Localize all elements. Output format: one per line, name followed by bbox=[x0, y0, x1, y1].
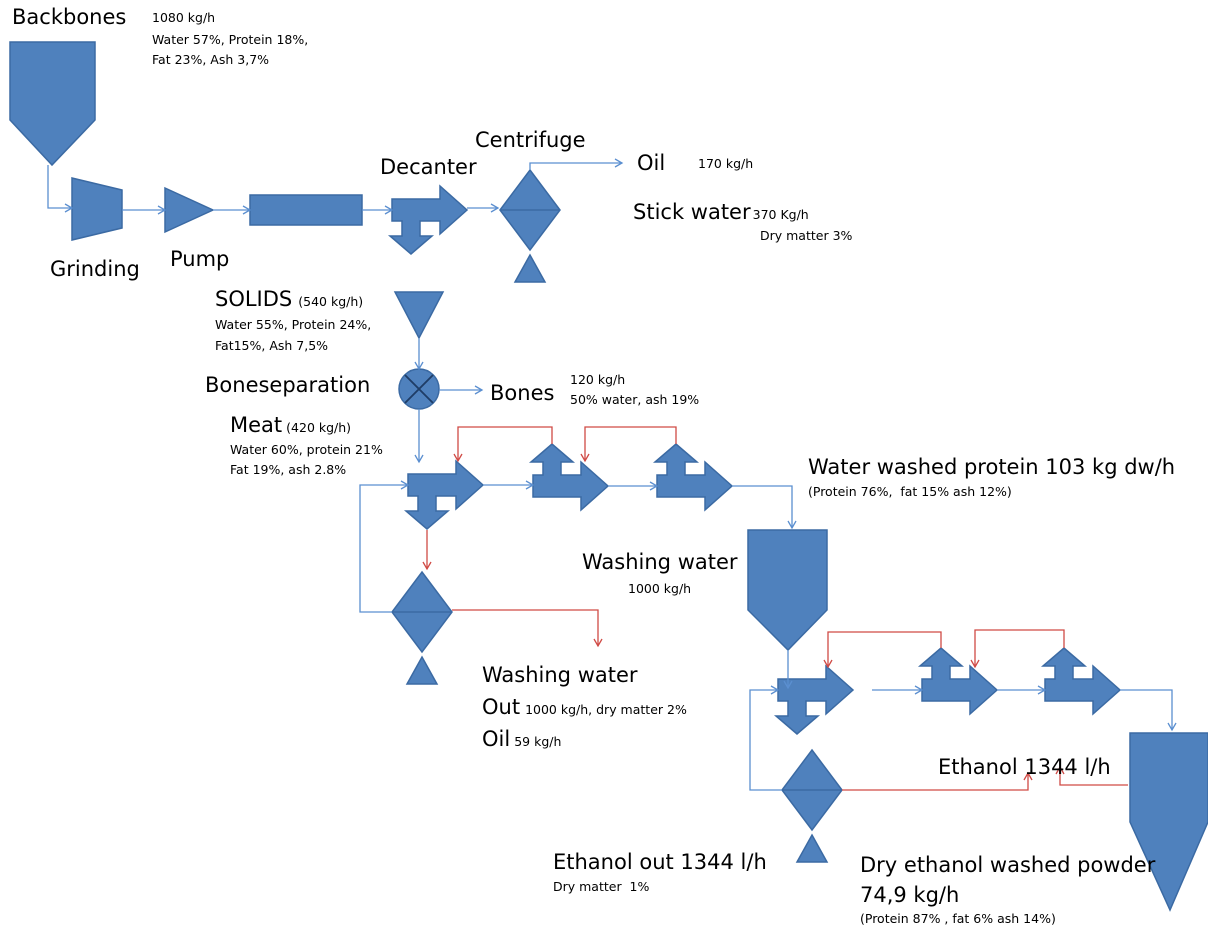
washer bbox=[530, 443, 609, 511]
label: Water washed protein 103 kg dw/h bbox=[808, 455, 1175, 479]
composition: Fat15%, Ash 7,5% bbox=[215, 338, 328, 353]
composition: Dry matter 3% bbox=[760, 228, 853, 243]
label-line: SOLIDS (540 kg/h) bbox=[215, 287, 363, 311]
label-line: Stick water 370 Kg/h bbox=[633, 200, 809, 224]
label: SOLIDS bbox=[215, 287, 292, 311]
label: Backbones bbox=[12, 5, 126, 29]
label: Ethanol 1344 l/h bbox=[938, 755, 1111, 779]
washer bbox=[405, 460, 484, 530]
grinder bbox=[71, 177, 123, 241]
flow: 170 kg/h bbox=[698, 156, 753, 171]
flow: 370 Kg/h bbox=[753, 207, 809, 222]
label-line: Meat (420 kg/h) bbox=[230, 413, 351, 437]
centrifuge bbox=[499, 169, 561, 283]
flow: 74,9 kg/h bbox=[860, 883, 959, 907]
label: Dry ethanol washed powder bbox=[860, 853, 1156, 877]
flow: (420 kg/h) bbox=[286, 420, 351, 435]
label-line: Oil 59 kg/h bbox=[482, 727, 561, 751]
hopper bbox=[747, 529, 828, 652]
label: Centrifuge bbox=[475, 128, 586, 152]
label-line: Out 1000 kg/h, dry matter 2% bbox=[482, 695, 687, 719]
label: Washing water bbox=[482, 663, 638, 687]
label: Meat bbox=[230, 413, 282, 437]
label: Washing water bbox=[582, 550, 738, 574]
label: Stick water bbox=[633, 200, 751, 224]
composition: Water 60%, protein 21% bbox=[230, 442, 383, 457]
label: Oil bbox=[637, 151, 665, 175]
label: Ethanol out 1344 l/h bbox=[553, 850, 767, 874]
flow-lines bbox=[47, 158, 1177, 791]
hopper bbox=[1129, 732, 1208, 912]
hopper bbox=[9, 41, 96, 167]
flow: 59 kg/h bbox=[514, 734, 561, 749]
flow: 120 kg/h bbox=[570, 372, 625, 387]
pump bbox=[164, 186, 215, 234]
composition: (Protein 87% , fat 6% ash 14%) bbox=[860, 911, 1056, 926]
label: Boneseparation bbox=[205, 373, 370, 397]
solids-feed bbox=[393, 291, 445, 340]
separator bbox=[391, 571, 453, 685]
label: Bones bbox=[490, 381, 554, 405]
label: Decanter bbox=[380, 155, 477, 179]
washer bbox=[919, 647, 998, 715]
composition: Water 57%, Protein 18%, bbox=[152, 32, 308, 47]
separator bbox=[781, 749, 843, 863]
flow: (540 kg/h) bbox=[298, 294, 363, 309]
composition: 50% water, ash 19% bbox=[570, 392, 699, 407]
washer bbox=[1042, 647, 1121, 715]
tank bbox=[249, 194, 363, 226]
decanter bbox=[389, 185, 468, 255]
label: Pump bbox=[170, 247, 229, 271]
flow: 1000 kg/h, dry matter 2% bbox=[525, 702, 687, 717]
flow: 1080 kg/h bbox=[152, 10, 215, 25]
label: Out bbox=[482, 695, 520, 719]
recycle-lines bbox=[422, 426, 1128, 791]
composition: Fat 19%, ash 2.8% bbox=[230, 462, 346, 477]
label: Grinding bbox=[50, 257, 140, 281]
washer bbox=[654, 443, 733, 511]
flow: 1000 kg/h bbox=[628, 581, 691, 596]
composition: (Protein 76%, fat 15% ash 12%) bbox=[808, 484, 1012, 499]
composition: Water 55%, Protein 24%, bbox=[215, 317, 371, 332]
composition: Dry matter 1% bbox=[553, 879, 650, 894]
bone-separator bbox=[398, 368, 440, 410]
label: Oil bbox=[482, 727, 510, 751]
composition: Fat 23%, Ash 3,7% bbox=[152, 52, 269, 67]
